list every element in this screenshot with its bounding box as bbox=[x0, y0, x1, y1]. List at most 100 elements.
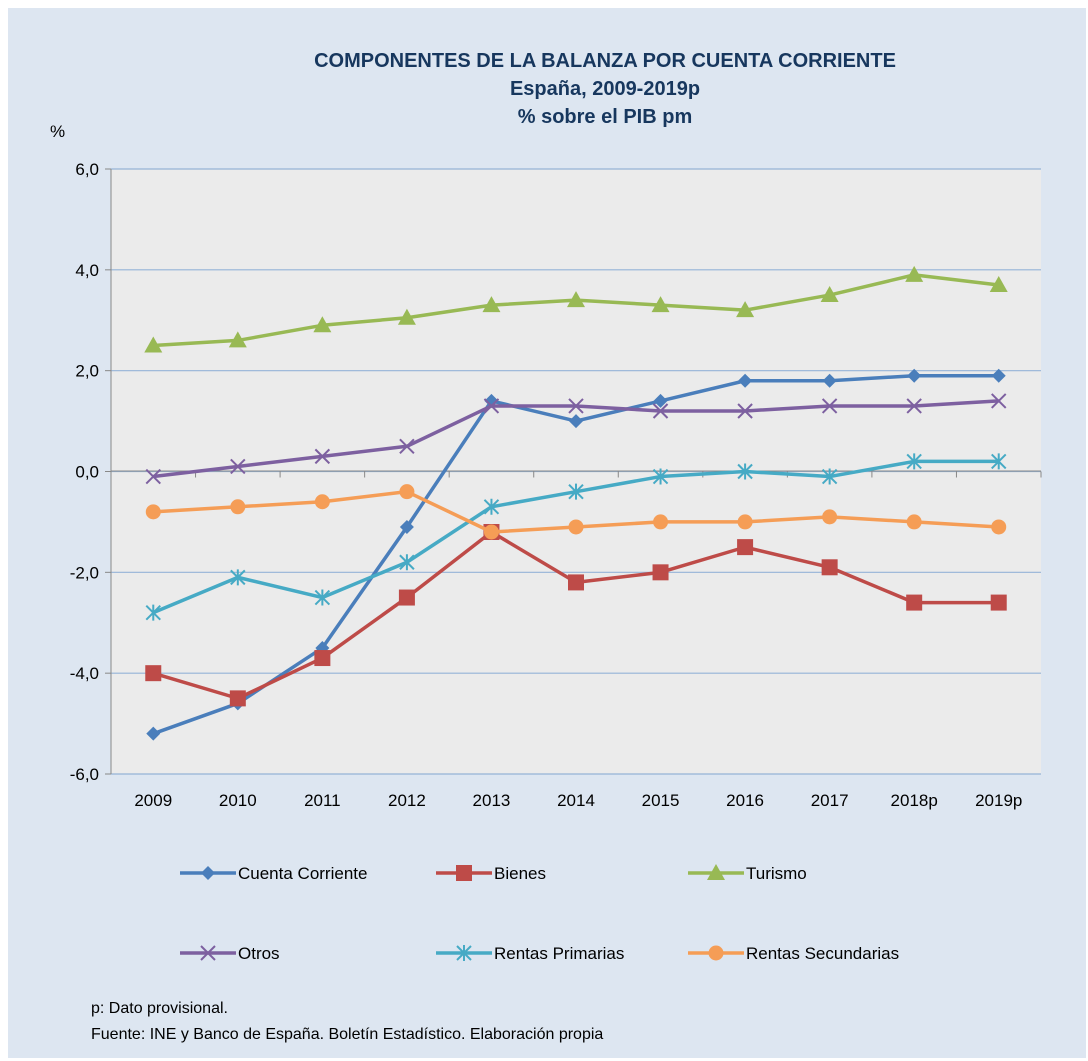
data-point bbox=[991, 368, 1006, 383]
data-point bbox=[569, 414, 583, 429]
y-tick-label: -4,0 bbox=[70, 664, 99, 683]
data-point bbox=[144, 336, 163, 353]
x-tick-label: 2014 bbox=[557, 791, 595, 810]
legend-marker bbox=[707, 864, 725, 880]
data-point bbox=[399, 519, 414, 534]
y-tick-label: -2,0 bbox=[70, 563, 99, 582]
legend-item-bienes: Bienes bbox=[436, 864, 546, 883]
data-point bbox=[652, 403, 669, 419]
data-point bbox=[483, 524, 499, 540]
data-point bbox=[567, 291, 585, 308]
chart: 6,0 4,0 2,0 0,0 -2,0 -4,0 -6,0 2009 2010 2011 2012… bbox=[50, 50, 1042, 1043]
legend-marker bbox=[708, 945, 724, 961]
legend: Cuenta Corriente Bienes Turismo Otros Rentas… bbox=[180, 864, 899, 963]
data-point bbox=[568, 398, 584, 414]
y-tick-label: -6,0 bbox=[70, 765, 99, 784]
x-tick-label: 2011 bbox=[304, 791, 341, 810]
data-point bbox=[228, 331, 247, 348]
data-point bbox=[652, 468, 669, 485]
data-point bbox=[822, 509, 838, 525]
data-point bbox=[738, 373, 753, 388]
data-point bbox=[821, 468, 838, 485]
legend-label: Cuenta Corriente bbox=[238, 864, 367, 883]
data-point bbox=[906, 453, 922, 470]
data-point bbox=[146, 726, 161, 741]
note-provisional: p: Dato provisional. bbox=[91, 1000, 228, 1017]
data-point bbox=[991, 453, 1007, 470]
legend-marker bbox=[201, 866, 215, 880]
data-point bbox=[822, 373, 837, 388]
data-point bbox=[651, 296, 670, 313]
legend-item-rentas-secundarias: Rentas Secundarias bbox=[688, 944, 899, 963]
data-point bbox=[907, 368, 922, 383]
data-point bbox=[483, 398, 500, 414]
legend-label: Bienes bbox=[494, 864, 546, 883]
legend-label: Turismo bbox=[746, 864, 807, 883]
data-point bbox=[737, 514, 753, 530]
legend-marker bbox=[456, 945, 472, 961]
x-tick-label: 2017 bbox=[811, 791, 849, 810]
data-point bbox=[398, 589, 415, 606]
y-tick-label: 2,0 bbox=[75, 362, 99, 381]
data-point bbox=[906, 514, 922, 530]
data-point bbox=[230, 499, 246, 515]
legend-marker bbox=[456, 865, 472, 881]
data-point bbox=[483, 498, 500, 515]
data-point bbox=[399, 438, 415, 454]
legend-marker bbox=[200, 945, 216, 961]
legend-item-otros: Otros bbox=[180, 944, 280, 963]
x-tick-label: 2018p bbox=[891, 791, 938, 810]
data-point bbox=[230, 569, 246, 586]
y-tick-label: 4,0 bbox=[75, 261, 99, 280]
axis-ticks: 6,0 4,0 2,0 0,0 -2,0 -4,0 -6,0 2009 2010 2011 2012… bbox=[70, 160, 1042, 810]
data-point bbox=[314, 494, 330, 510]
x-tick-label: 2012 bbox=[388, 791, 426, 810]
data-point bbox=[737, 403, 753, 419]
y-tick-label: 6,0 bbox=[75, 160, 99, 179]
chart-title-line-2: España, 2009-2019p bbox=[510, 78, 700, 100]
data-point bbox=[652, 564, 669, 581]
data-point bbox=[314, 448, 331, 465]
data-point bbox=[145, 504, 161, 520]
series-rentas-secundarias bbox=[145, 484, 1007, 540]
x-tick-label: 2009 bbox=[134, 791, 172, 810]
chart-title-line-1: COMPONENTES DE LA BALANZA POR CUENTA COR… bbox=[314, 50, 896, 72]
legend-item-cuenta-corriente: Cuenta Corriente bbox=[180, 864, 367, 883]
data-point bbox=[482, 296, 501, 313]
legend-label: Otros bbox=[238, 944, 280, 963]
data-point bbox=[145, 604, 161, 621]
data-point bbox=[653, 393, 668, 408]
data-point bbox=[736, 301, 755, 318]
data-point bbox=[906, 594, 923, 611]
chart-title-line-3: % sobre el PIB pm bbox=[518, 106, 693, 128]
data-point bbox=[313, 316, 332, 333]
data-point bbox=[230, 458, 246, 475]
data-point bbox=[990, 594, 1007, 611]
x-tick-label: 2010 bbox=[219, 791, 257, 810]
data-point bbox=[568, 483, 584, 500]
x-tick-label: 2013 bbox=[473, 791, 511, 810]
data-point bbox=[568, 574, 584, 591]
series-bienes bbox=[145, 524, 1007, 707]
series-otros bbox=[145, 393, 1007, 485]
data-point bbox=[653, 514, 669, 530]
data-point bbox=[991, 393, 1007, 409]
data-point bbox=[314, 589, 331, 606]
x-tick-label: 2015 bbox=[642, 791, 680, 810]
legend-label: Rentas Primarias bbox=[494, 944, 624, 963]
data-point bbox=[399, 554, 415, 571]
data-point bbox=[821, 398, 838, 414]
note-source: Fuente: INE y Banco de España. Boletín E… bbox=[91, 1026, 603, 1043]
x-tick-label: 2016 bbox=[726, 791, 764, 810]
data-point bbox=[229, 690, 246, 707]
data-point bbox=[989, 275, 1008, 292]
series-rentas-primarias bbox=[145, 453, 1007, 621]
data-point bbox=[399, 484, 415, 500]
x-tick-label: 2019p bbox=[975, 791, 1022, 810]
data-point bbox=[314, 650, 331, 667]
chart-frame: 6,0 4,0 2,0 0,0 -2,0 -4,0 -6,0 2009 2010 2011 2012… bbox=[8, 8, 1086, 1058]
data-point bbox=[821, 559, 838, 576]
series-layer bbox=[144, 265, 1008, 741]
data-point bbox=[145, 665, 162, 682]
data-point bbox=[905, 265, 924, 282]
